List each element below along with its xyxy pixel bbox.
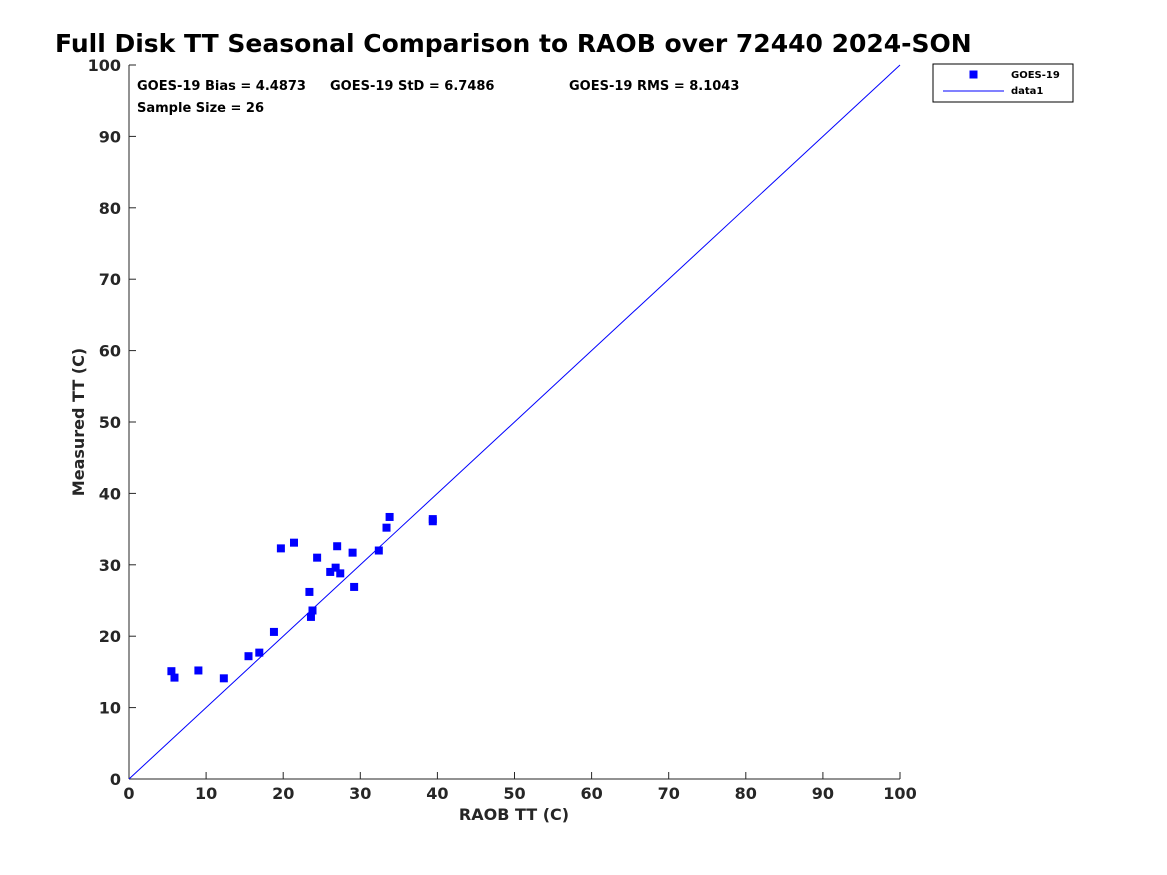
x-tick-label: 70 [658,784,680,803]
data-point [385,512,394,521]
y-tick-label: 100 [88,56,121,75]
y-tick-label: 0 [110,770,121,789]
std-annotation: GOES-19 StD = 6.7486 [330,79,494,94]
data-point [348,548,357,557]
legend-label-goes19: GOES-19 [1011,70,1060,81]
data-point [326,567,335,576]
x-tick-label: 0 [123,784,134,803]
data-point [244,652,253,661]
data-point [336,569,345,578]
y-tick-label: 80 [99,199,121,218]
y-tick-label: 90 [99,127,121,146]
sample-size-annotation: Sample Size = 26 [137,101,264,116]
y-tick-label: 70 [99,270,121,289]
x-tick-label: 10 [195,784,217,803]
y-tick-label: 30 [99,556,121,575]
data-point [331,563,340,572]
x-tick-label: 90 [812,784,834,803]
legend-marker-goes19 [969,70,978,79]
data-point [305,587,314,596]
data-point [308,606,317,615]
data-point [276,544,285,553]
data-point [167,667,176,676]
data-point [333,542,342,551]
data-point [350,582,359,591]
plot-area: 0 10 20 30 40 50 60 70 80 90 100 0 10 20 30 40 50 60 70 80 9… [88,56,917,803]
x-tick-label: 80 [735,784,757,803]
data-point [289,538,298,547]
data-point [428,515,437,524]
y-tick-label: 40 [99,484,121,503]
data-point [306,612,315,621]
x-tick-label: 30 [349,784,371,803]
data-point [194,666,203,675]
data-point [170,673,179,682]
y-tick-label: 50 [99,413,121,432]
legend-label-data1: data1 [1011,86,1043,97]
x-tick-label: 100 [883,784,916,803]
bias-annotation: GOES-19 Bias = 4.4873 [137,79,306,94]
x-tick-label: 50 [503,784,525,803]
chart-title: Full Disk TT Seasonal Comparison to RAOB… [55,29,972,58]
data-point [269,627,278,636]
data-point [219,674,228,683]
legend-box [932,63,1074,103]
x-axis-label: RAOB TT (C) [459,805,569,824]
rms-annotation: GOES-19 RMS = 8.1043 [569,79,739,94]
legend: GOES-19 data1 [932,63,1074,103]
y-tick-label: 60 [99,342,121,361]
series-line-data1 [128,64,901,780]
x-tick-label: 60 [580,784,602,803]
data-point [382,523,391,532]
x-tick-label: 20 [272,784,294,803]
x-tick-label: 40 [426,784,448,803]
y-tick-label: 10 [99,699,121,718]
data-point [255,648,264,657]
data-point [374,546,383,555]
y-axis-label: Measured TT (C) [69,348,88,496]
y-tick-label: 20 [99,627,121,646]
data-point [313,553,322,562]
